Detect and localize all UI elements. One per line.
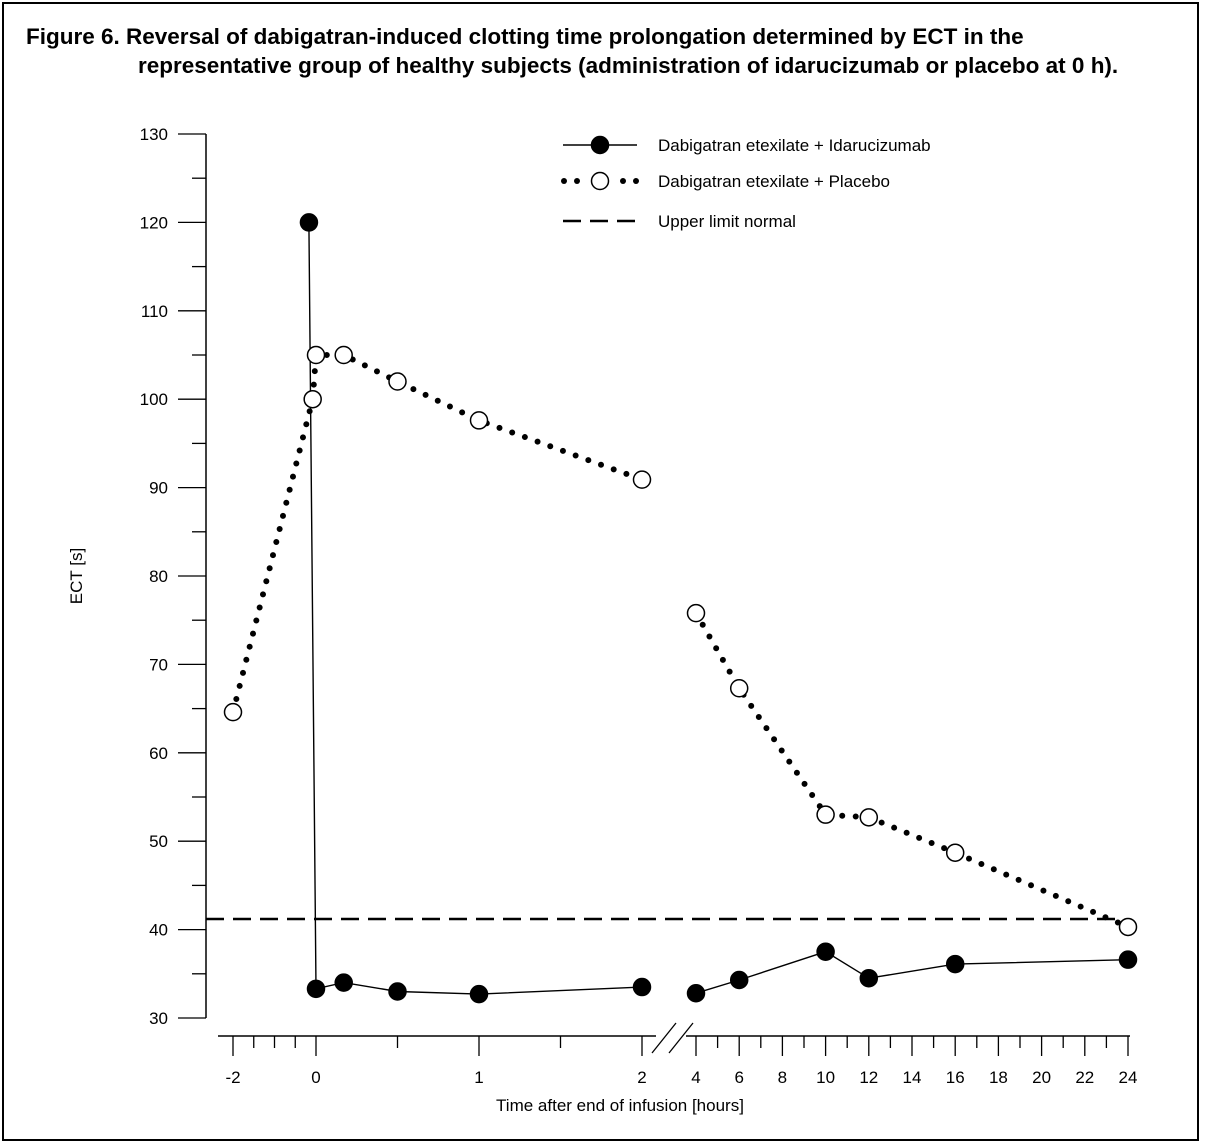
x-tick-label: 20 <box>1032 1068 1051 1087</box>
placebo-series-line <box>230 352 645 716</box>
x-tick-label: 2 <box>637 1068 646 1087</box>
x-tick-label: 1 <box>474 1068 483 1087</box>
idarucizumab-data-point <box>686 983 706 1003</box>
placebo-data-point <box>303 389 322 409</box>
figure-title-line-1: Figure 6. Reversal of dabigatran-induced… <box>26 24 1024 49</box>
idarucizumab-data-point <box>299 213 319 232</box>
idarucizumab-data-point <box>816 942 835 961</box>
x-axis-label: Time after end of infusion [hours] <box>496 1096 744 1115</box>
y-tick-label: 30 <box>149 1009 168 1028</box>
placebo-data-point <box>334 345 353 365</box>
legend-entry-label: Upper limit normal <box>658 212 796 231</box>
idarucizumab-series-line <box>695 950 1129 994</box>
idarucizumab-data-point <box>388 982 407 1001</box>
legend-entry-label: Dabigatran etexilate + Idarucizumab <box>658 136 931 155</box>
figure-title: Figure 6. Reversal of dabigatran-induced… <box>26 22 1186 80</box>
x-tick-label: 8 <box>778 1068 787 1087</box>
legend-marker-idarucizumab <box>590 135 610 155</box>
idarucizumab-data-point <box>469 984 489 1004</box>
placebo-data-point <box>859 808 879 827</box>
y-tick-label: 60 <box>149 744 168 763</box>
legend-swatch-dot <box>633 178 639 184</box>
legend-swatch-dot <box>620 178 626 184</box>
idarucizumab-series-line <box>308 222 643 995</box>
x-tick-label: -2 <box>225 1068 240 1087</box>
x-tick-label: 18 <box>989 1068 1008 1087</box>
x-tick-label: 6 <box>734 1068 743 1087</box>
placebo-data-point <box>686 603 706 623</box>
y-tick-label: 100 <box>140 390 168 409</box>
y-tick-label: 110 <box>141 302 168 321</box>
y-tick-label: 80 <box>149 567 168 586</box>
axis-break-mark <box>668 1022 694 1054</box>
idarucizumab-data-point <box>334 973 353 992</box>
placebo-data-point <box>306 345 326 365</box>
y-tick-label: 40 <box>149 921 168 940</box>
placebo-data-point <box>388 372 407 391</box>
legend-entry-label: Dabigatran etexilate + Placebo <box>658 172 890 191</box>
y-tick-label: 120 <box>140 213 168 232</box>
placebo-series-line <box>693 610 1131 930</box>
placebo-data-point <box>469 411 489 430</box>
y-tick-label: 70 <box>149 655 168 674</box>
x-tick-label: 12 <box>859 1068 878 1087</box>
idarucizumab-data-point <box>945 954 965 974</box>
y-tick-label: 130 <box>140 125 168 144</box>
legend-marker-placebo <box>590 171 610 191</box>
figure-title-line-2: representative group of healthy subjects… <box>138 53 1119 78</box>
idarucizumab-data-point <box>632 977 652 997</box>
y-axis-label: ECT [s] <box>67 548 86 604</box>
x-tick-label: 10 <box>816 1068 835 1087</box>
axis-break-mark <box>651 1022 677 1054</box>
idarucizumab-data-point <box>729 970 749 990</box>
placebo-data-point <box>729 679 749 698</box>
idarucizumab-data-point <box>859 968 879 988</box>
idarucizumab-data-point <box>1118 950 1138 969</box>
x-tick-label: 22 <box>1075 1068 1094 1087</box>
x-tick-label: 16 <box>946 1068 965 1087</box>
legend-swatch-dot <box>561 178 567 184</box>
y-tick-label: 90 <box>149 479 168 498</box>
x-tick-label: 4 <box>691 1068 700 1087</box>
idarucizumab-data-point <box>306 979 326 999</box>
y-tick-label: 50 <box>149 832 168 851</box>
placebo-data-point <box>945 843 965 862</box>
x-tick-label: 24 <box>1119 1068 1138 1087</box>
x-tick-label: 14 <box>903 1068 922 1087</box>
x-tick-label: 0 <box>311 1068 320 1087</box>
placebo-data-point <box>223 702 243 722</box>
placebo-data-point <box>1118 917 1138 937</box>
placebo-data-point <box>816 805 835 824</box>
legend-swatch-dot <box>574 178 580 184</box>
placebo-data-point <box>632 470 652 489</box>
